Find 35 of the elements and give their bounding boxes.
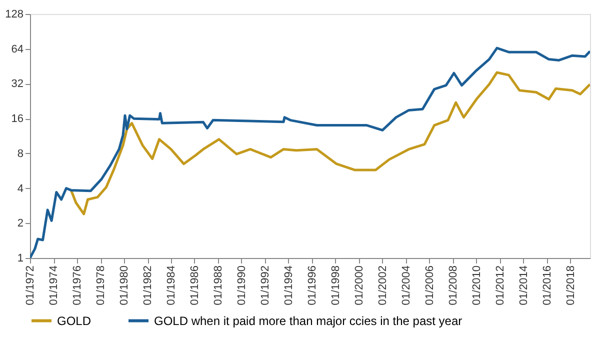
x-tick-label: 01/1978: [95, 266, 108, 306]
y-tick-label: 32: [11, 78, 24, 90]
x-tick-label: 01/1998: [330, 266, 342, 306]
x-tick-label: 01/2004: [400, 266, 412, 306]
x-tick-label: 01/2014: [518, 266, 530, 306]
x-tick-label: 01/1992: [259, 266, 272, 306]
x-tick-label: 01/1994: [282, 266, 295, 306]
legend-label: GOLD when it paid more than major ccies in the past year: [154, 314, 462, 328]
x-tick-label: 01/2002: [376, 266, 389, 306]
y-tick-label: 2: [17, 218, 24, 230]
x-tick-label: 01/2000: [353, 266, 366, 306]
x-tick-label: 01/2016: [541, 266, 554, 306]
y-tick-label: 4: [17, 182, 24, 195]
x-tick-label: 01/1984: [165, 266, 178, 306]
x-tick-label: 01/2006: [424, 266, 436, 306]
y-tick-label: 16: [11, 113, 24, 126]
x-tick-label: 01/1972: [24, 266, 36, 306]
y-tick-label: 1: [17, 252, 24, 264]
x-tick-label: 01/1982: [142, 266, 154, 306]
x-tick-label: 01/1974: [48, 266, 60, 306]
x-tick-label: 01/2018: [564, 266, 577, 306]
x-tick-label: 01/2008: [447, 266, 460, 306]
y-tick-label: 64: [11, 43, 24, 56]
x-tick-label: 01/1980: [118, 266, 130, 306]
x-tick-label: 01/2010: [470, 266, 483, 306]
y-tick-label: 128: [5, 8, 24, 20]
y-tick-label: 8: [17, 148, 24, 160]
x-tick-label: 01/1988: [212, 266, 224, 306]
x-tick-label: 01/1986: [188, 266, 201, 306]
x-tick-label: 01/2012: [494, 266, 506, 306]
line-series: [70, 71, 590, 216]
x-tick-label: 01/1990: [236, 266, 248, 306]
x-tick-label: 01/1976: [71, 266, 84, 306]
x-tick-label: 01/1996: [306, 266, 318, 306]
legend-label: GOLD: [57, 314, 92, 328]
